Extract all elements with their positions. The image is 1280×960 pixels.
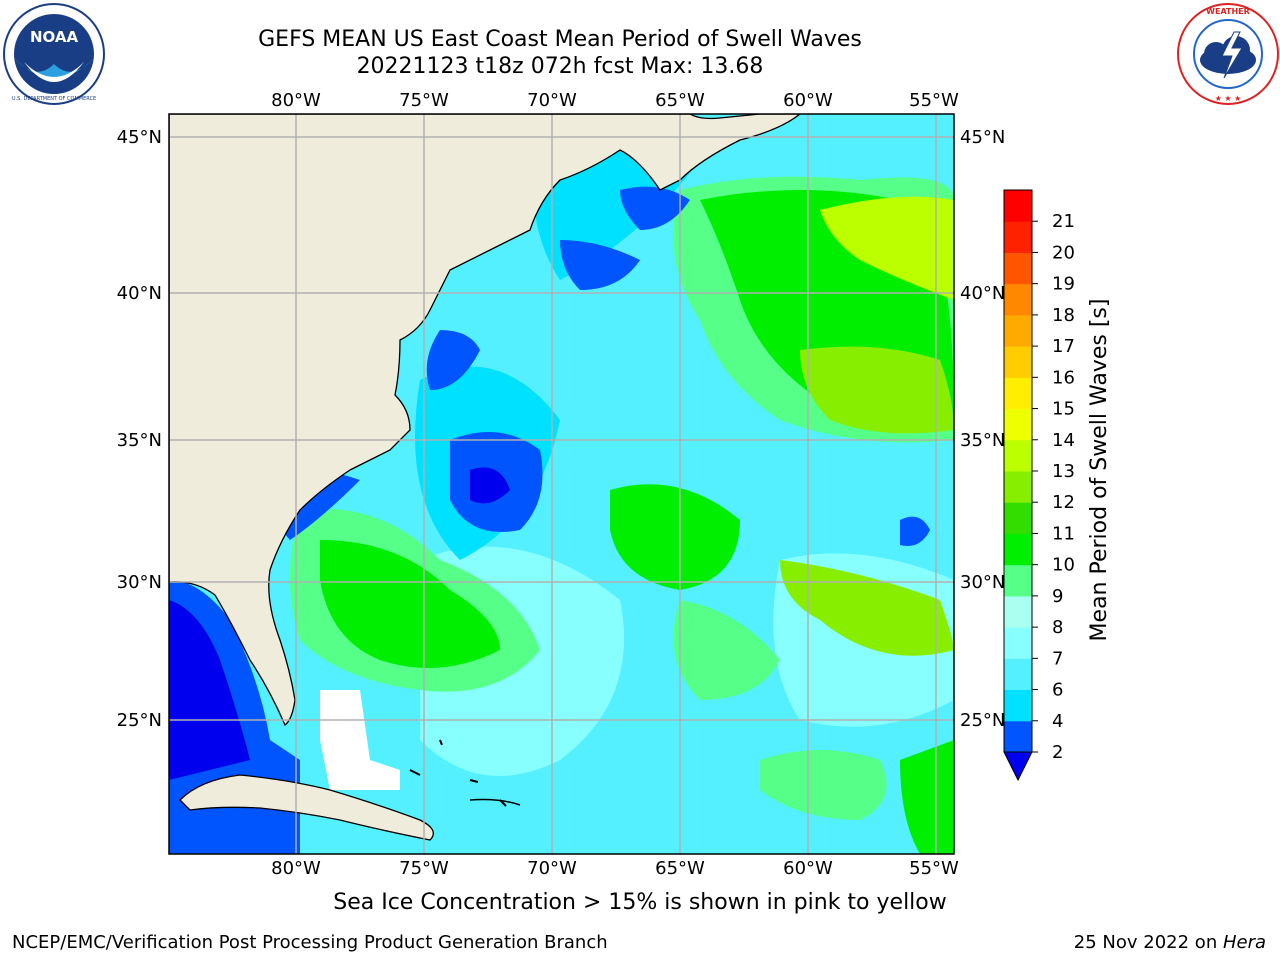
lon-label-bottom: 80°W bbox=[271, 858, 321, 879]
lon-label-top: 65°W bbox=[655, 90, 705, 111]
lon-label-top: 60°W bbox=[783, 90, 833, 111]
colorbar-tick-label: 11 bbox=[1052, 523, 1075, 544]
lon-label-bottom: 60°W bbox=[783, 858, 833, 879]
lon-label-bottom: 75°W bbox=[399, 858, 449, 879]
credit-left: NCEP/EMC/Verification Post Processing Pr… bbox=[12, 932, 608, 953]
colorbar-tick-label: 7 bbox=[1052, 648, 1063, 669]
colorbar-tick-label: 19 bbox=[1052, 274, 1075, 295]
sea-ice-note: Sea Ice Concentration > 15% is shown in … bbox=[333, 890, 947, 915]
colorbar-swatch bbox=[1004, 439, 1032, 472]
lat-label-left: 45°N bbox=[117, 127, 162, 148]
colorbar-swatch bbox=[1004, 221, 1032, 253]
lat-label-right: 25°N bbox=[960, 710, 1005, 731]
swell-region-4s bbox=[426, 330, 480, 390]
lat-labels: 45°N 40°N 35°N 30°N 25°N 45°N 40°N 35°N … bbox=[117, 127, 1006, 731]
colorbar-tick-label: 13 bbox=[1052, 461, 1075, 482]
lat-label-right: 35°N bbox=[960, 430, 1005, 451]
svg-text:★ ★ ★: ★ ★ ★ bbox=[1215, 94, 1242, 103]
lat-label-right: 45°N bbox=[960, 127, 1005, 148]
colorbar-tick-label: 2 bbox=[1052, 742, 1063, 763]
colorbar-tick-label: 16 bbox=[1052, 367, 1075, 388]
lat-label-right: 30°N bbox=[960, 572, 1005, 593]
swell-region-4s bbox=[560, 240, 640, 290]
colorbar-swatch bbox=[1004, 533, 1032, 566]
noaa-logo: NOAA U.S. DEPARTMENT OF COMMERCE bbox=[3, 3, 105, 105]
colorbar-swatch bbox=[1004, 377, 1032, 410]
colorbar-tick-label: 8 bbox=[1052, 617, 1063, 638]
colorbar-swatch bbox=[1004, 314, 1032, 347]
colorbar-swatch bbox=[1004, 408, 1032, 441]
colorbar-swatch bbox=[1004, 471, 1032, 503]
swell-region-10s bbox=[760, 750, 887, 820]
colorbar-swatch bbox=[1004, 190, 1032, 222]
lon-labels: 80°W 75°W 70°W 65°W 60°W 55°W 80°W 75°W … bbox=[271, 90, 959, 879]
colorbar-tick-label: 18 bbox=[1052, 305, 1075, 326]
gulf-very-low-period bbox=[169, 600, 250, 780]
swell-region-11s bbox=[610, 484, 740, 590]
chart-title: GEFS MEAN US East Coast Mean Period of S… bbox=[258, 27, 862, 52]
lat-label-left: 30°N bbox=[117, 572, 162, 593]
credit-date: 25 Nov 2022 on bbox=[1073, 932, 1223, 953]
lon-label-bottom: 65°W bbox=[655, 858, 705, 879]
colorbar-swatch bbox=[1004, 658, 1032, 691]
colorbar-tick-label: 6 bbox=[1052, 680, 1063, 701]
land-cuba bbox=[179, 774, 434, 841]
map-panel bbox=[169, 114, 954, 854]
chart-subtitle: 20221123 t18z 072h fcst Max: 13.68 bbox=[356, 54, 764, 79]
map-frame bbox=[168, 113, 955, 855]
swell-region-12s bbox=[800, 346, 954, 434]
lon-label-top: 80°W bbox=[271, 90, 321, 111]
colorbar-swatch bbox=[1004, 627, 1032, 659]
lon-label-bottom: 55°W bbox=[909, 858, 959, 879]
credit-right: 25 Nov 2022 on Hera bbox=[1074, 932, 1266, 953]
swell-region-10s bbox=[673, 600, 780, 700]
colorbar-swatch bbox=[1004, 564, 1032, 597]
swell-region-2s bbox=[470, 467, 510, 504]
svg-text:WEATHER: WEATHER bbox=[1206, 7, 1250, 16]
lat-label-left: 25°N bbox=[117, 710, 162, 731]
swell-region-13s bbox=[820, 196, 954, 300]
swell-region-4s bbox=[900, 516, 930, 546]
land-north-america bbox=[169, 114, 802, 726]
bahamas-islands bbox=[409, 739, 507, 807]
colorbar-tick-label: 14 bbox=[1052, 430, 1075, 451]
lat-label-left: 35°N bbox=[117, 430, 162, 451]
colorbar-tick-label: 4 bbox=[1052, 711, 1063, 732]
colorbar-label: Mean Period of Swell Waves [s] bbox=[1087, 299, 1112, 642]
colorbar-tick-label: 17 bbox=[1052, 336, 1075, 357]
colorbar-swatch bbox=[1004, 689, 1032, 722]
colorbar-under-triangle bbox=[1003, 751, 1033, 782]
colorbar-tick-label: 15 bbox=[1052, 399, 1075, 420]
colorbar-tick-label: 9 bbox=[1052, 586, 1063, 607]
lon-label-top: 70°W bbox=[527, 90, 577, 111]
svg-text:NOAA: NOAA bbox=[30, 28, 79, 46]
colorbar-swatch bbox=[1004, 720, 1032, 753]
colorbar-tick-label: 20 bbox=[1052, 242, 1075, 263]
credit-host: Hera bbox=[1222, 932, 1266, 953]
masked-area bbox=[320, 690, 400, 790]
colorbar-tick-label: 21 bbox=[1052, 211, 1075, 232]
lon-label-bottom: 70°W bbox=[527, 858, 577, 879]
colorbar-swatch bbox=[1004, 595, 1032, 628]
colorbar-swatch bbox=[1004, 283, 1032, 316]
colorbar-swatch bbox=[1004, 502, 1032, 534]
svg-text:U.S. DEPARTMENT OF COMMERCE: U.S. DEPARTMENT OF COMMERCE bbox=[12, 96, 96, 102]
swell-region-11s bbox=[900, 740, 954, 854]
lon-label-top: 75°W bbox=[399, 90, 449, 111]
colorbar-tick-label: 12 bbox=[1052, 492, 1075, 513]
colorbar: 2 4 6 7 8 9 10 11 12 13 14 15 16 17 18 19 20 21 bbox=[1003, 189, 1075, 782]
colorbar-tick-label: 10 bbox=[1052, 555, 1075, 576]
graticule bbox=[169, 114, 954, 854]
swell-region-12s bbox=[780, 560, 954, 656]
colorbar-swatch bbox=[1004, 252, 1032, 285]
lat-label-right: 40°N bbox=[960, 283, 1005, 304]
swell-region-4s bbox=[620, 186, 690, 230]
lon-label-top: 55°W bbox=[909, 90, 959, 111]
swell-region-11s bbox=[320, 540, 500, 668]
islands-outline bbox=[469, 798, 521, 806]
colorbar-swatch bbox=[1004, 346, 1032, 378]
nws-logo: WEATHER ★ ★ ★ bbox=[1177, 3, 1279, 105]
lat-label-left: 40°N bbox=[117, 283, 162, 304]
